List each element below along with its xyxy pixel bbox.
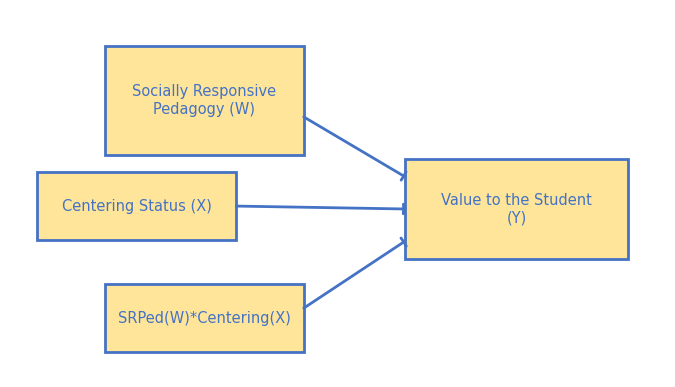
- Text: Value to the Student
(Y): Value to the Student (Y): [441, 193, 592, 225]
- FancyBboxPatch shape: [37, 172, 236, 240]
- FancyBboxPatch shape: [105, 46, 304, 155]
- FancyBboxPatch shape: [405, 159, 628, 259]
- Text: Centering Status (X): Centering Status (X): [61, 199, 212, 214]
- Text: Socially Responsive
Pedagogy (W): Socially Responsive Pedagogy (W): [132, 84, 276, 117]
- FancyBboxPatch shape: [105, 284, 304, 352]
- Text: SRPed(W)*Centering(X): SRPed(W)*Centering(X): [117, 311, 291, 326]
